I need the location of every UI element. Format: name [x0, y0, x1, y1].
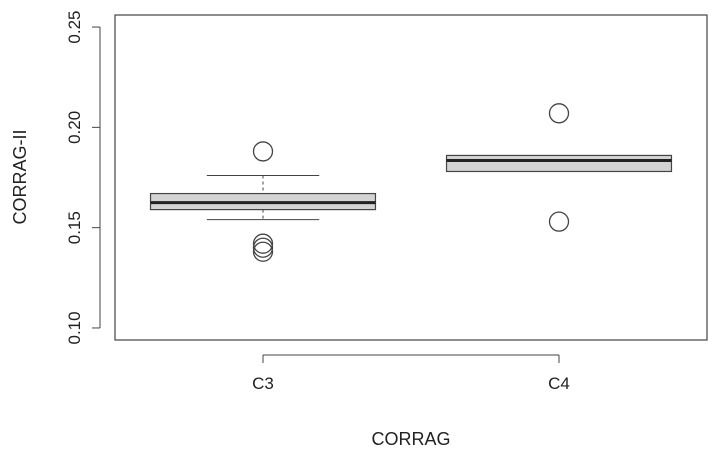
outlier-point	[548, 103, 570, 124]
y-tick-label: 0.20	[65, 111, 84, 144]
box-c4	[445, 103, 673, 232]
box-c3	[149, 141, 377, 262]
iqr-box	[445, 154, 673, 173]
x-tick-label: C3	[252, 374, 274, 393]
outlier-point	[252, 233, 274, 254]
y-tick-label: 0.25	[65, 10, 84, 43]
x-tick-label: C4	[548, 374, 570, 393]
plot-frame	[114, 14, 708, 341]
y-tick-label: 0.10	[65, 311, 84, 344]
outlier-point	[252, 241, 274, 262]
y-axis-title: CORRAG-II	[10, 129, 30, 224]
outlier-point	[252, 141, 274, 162]
y-axis: 0.10 0.15 0.20 0.25	[65, 10, 101, 345]
x-axis-title: CORRAG	[371, 429, 450, 449]
y-tick-label: 0.15	[65, 211, 84, 244]
outlier-point	[252, 237, 274, 258]
outlier-point	[548, 211, 570, 232]
x-axis: C3 C4	[252, 354, 570, 393]
boxes	[149, 103, 673, 262]
